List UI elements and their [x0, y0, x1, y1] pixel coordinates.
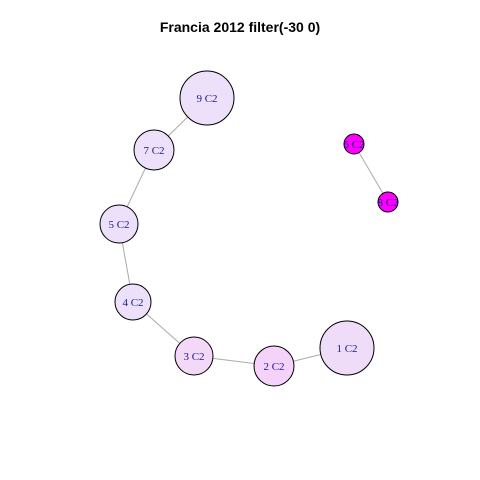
node-label-4: 4 C2 — [122, 297, 143, 309]
node-circle-9[interactable] — [179, 70, 235, 126]
node-3[interactable]: 3 C2 — [174, 336, 214, 376]
node-2[interactable]: 2 C2 — [253, 345, 295, 387]
node-circle-5[interactable] — [99, 204, 139, 244]
node-1[interactable]: 1 C2 — [319, 320, 375, 376]
node-label-8: 8 C2 — [377, 197, 398, 209]
node-circle-4[interactable] — [114, 283, 152, 321]
node-5[interactable]: 5 C2 — [99, 204, 139, 244]
chart-title: Francia 2012 filter(-30 0) — [159, 19, 321, 35]
node-label-2: 2 C2 — [263, 361, 284, 373]
node-circle-2[interactable] — [253, 345, 295, 387]
node-6[interactable]: 6 C2 — [343, 133, 365, 155]
node-label-6: 6 C2 — [343, 139, 364, 151]
node-8[interactable]: 8 C2 — [377, 191, 399, 213]
node-circle-7[interactable] — [133, 129, 175, 171]
node-label-9: 9 C2 — [196, 93, 217, 105]
node-label-7: 7 C2 — [143, 145, 164, 157]
node-4[interactable]: 4 C2 — [114, 283, 152, 321]
node-9[interactable]: 9 C2 — [179, 70, 235, 126]
edge-6-8 — [353, 143, 389, 203]
node-label-5: 5 C2 — [108, 219, 129, 231]
node-label-1: 1 C2 — [336, 343, 357, 355]
node-circle-8[interactable] — [377, 191, 399, 213]
node-circle-6[interactable] — [343, 133, 365, 155]
node-circle-3[interactable] — [174, 336, 214, 376]
node-7[interactable]: 7 C2 — [133, 129, 175, 171]
nodes-layer: 9 C2 7 C2 5 C2 4 C2 3 C2 2 C2 1 C2 6 C2 8 C2 — [99, 70, 399, 387]
node-label-3: 3 C2 — [183, 351, 204, 363]
node-circle-1[interactable] — [319, 320, 375, 376]
